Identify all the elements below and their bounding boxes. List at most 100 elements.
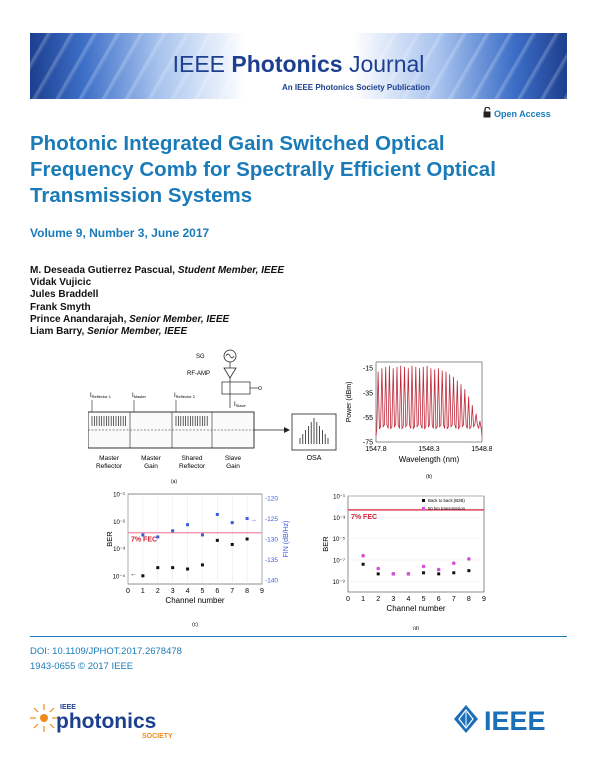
ber-point <box>245 537 249 541</box>
ber-point <box>156 566 160 570</box>
x-tick-label: 1547.8 <box>365 446 387 453</box>
ber-point <box>215 538 219 542</box>
section-label: Gain <box>144 463 158 470</box>
fin-point <box>245 517 249 521</box>
x-tick-label: 6 <box>215 588 219 595</box>
author-item: Vidak Vujicic <box>30 277 92 289</box>
fin-point <box>186 523 190 527</box>
y-tick-label: -15 <box>363 366 373 373</box>
transmission-point <box>421 564 426 569</box>
photonics-society-logo: IEEE photonics SOCIETY <box>30 704 173 740</box>
author-item: Frank Smyth <box>30 301 91 313</box>
section-label: Slave <box>225 455 242 462</box>
svg-text:photonics: photonics <box>56 710 156 733</box>
spectrum-line <box>375 365 483 436</box>
x-tick-label: 9 <box>260 588 264 595</box>
x-tick-label: 8 <box>467 596 471 603</box>
osa-label: OSA <box>307 455 322 462</box>
fin-point <box>215 512 219 516</box>
section-label: Master <box>141 455 162 462</box>
x-tick-label: 6 <box>437 596 441 603</box>
y-tick-label: 10⁻⁴ <box>113 573 126 580</box>
transmission-point <box>467 557 471 561</box>
fec-label: 7% FEC <box>351 514 377 521</box>
figure-b-caption: (b) <box>426 474 432 480</box>
y2-tick-label: -125 <box>265 516 278 523</box>
i-slave-label: ISlave <box>234 402 246 408</box>
x-tick-label: 7 <box>452 596 456 603</box>
ieee-diamond-icon <box>454 705 478 733</box>
figure-d-ber-chart: 10⁻¹ 10⁻³ 10⁻⁵ 10⁻⁷ 10⁻⁹ 7% FEC 0 1 2 3 4 5 6 7 8 9 Chan… <box>321 495 486 631</box>
section-label: Reflector <box>96 463 123 470</box>
y-tick-label: 10⁻⁵ <box>333 536 346 543</box>
x-tick-label: 0 <box>346 596 350 603</box>
b2b-point <box>467 569 471 573</box>
section-label: Shared <box>182 455 203 462</box>
footer-divider <box>30 636 567 637</box>
doi-link[interactable]: DOI: 10.1109/JPHOT.2017.2678478 <box>30 646 182 657</box>
y2-axis-label: FIN (dB/Hz) <box>283 521 290 558</box>
ber-point <box>171 566 175 570</box>
volume-info: Volume 9, Number 3, June 2017 <box>30 226 210 240</box>
fin-point <box>141 533 145 537</box>
author-item: Prince Anandarajah, Senior Member, IEEE <box>30 313 230 325</box>
y-tick-label: -55 <box>363 415 373 422</box>
y-tick-label: 10⁻¹ <box>113 493 125 499</box>
figure-a-schematic: SG RF-AMP IReflector 1 IMaster IReflecto… <box>88 349 337 485</box>
section-label: Reflector <box>179 463 206 470</box>
y-tick-label: 10⁻³ <box>333 516 345 522</box>
ber-point <box>200 563 204 567</box>
y2-tick-label: -120 <box>265 496 278 503</box>
rf-amp-label: RF-AMP <box>187 371 210 377</box>
x-tick-label: 0 <box>126 588 130 595</box>
y-axis-label: Power (dBm) <box>346 382 353 423</box>
x-tick-label: 5 <box>200 588 204 595</box>
x-tick-label: 4 <box>186 588 190 595</box>
b2b-point <box>422 571 426 575</box>
fin-point <box>171 529 175 533</box>
fin-point <box>200 533 204 537</box>
section-label: Gain <box>226 463 240 470</box>
open-access-label[interactable]: Open Access <box>494 109 551 119</box>
y-tick-label: 10⁻³ <box>113 547 125 553</box>
y2-tick-label: -130 <box>265 537 278 544</box>
figure-d-caption: (d) <box>413 626 419 630</box>
x-tick-label: 8 <box>245 588 249 595</box>
transmission-point <box>376 566 381 571</box>
x-tick-label: 1548.3 <box>418 446 440 453</box>
x-tick-label: 3 <box>171 588 175 595</box>
x-tick-label: 5 <box>422 596 426 603</box>
i-master-label: IMaster <box>132 393 147 399</box>
svg-text:SOCIETY: SOCIETY <box>142 733 173 740</box>
starburst-icon <box>30 704 58 732</box>
plot-frame <box>375 361 483 443</box>
fin-point <box>156 535 160 539</box>
figure-c-caption: (c) <box>192 622 198 628</box>
left-axis-arrow: ← <box>130 571 137 578</box>
b2b-point <box>361 562 365 566</box>
author-item: Liam Barry, Senior Member, IEEE <box>30 326 188 338</box>
i-reflector1-label: IReflector 1 <box>90 393 112 399</box>
figure-a-caption: (a) <box>171 479 177 485</box>
journal-banner: IEEE Photonics Journal An IEEE Photonics… <box>30 33 567 99</box>
y2-tick-label: -140 <box>265 577 278 584</box>
x-tick-label: 1 <box>141 588 145 595</box>
x-axis-label: Channel number <box>386 604 445 613</box>
bias-tee-icon <box>221 381 251 395</box>
transmission-point <box>406 572 411 576</box>
x-tick-label: 3 <box>391 596 395 603</box>
right-axis-arrow: → <box>250 517 257 524</box>
y-tick-label: 10⁻⁹ <box>333 579 346 586</box>
journal-subtitle: An IEEE Photonics Society Publication <box>282 83 431 92</box>
b2b-point <box>452 571 456 575</box>
author-item: Jules Braddell <box>30 289 99 301</box>
y-tick-label: 10⁻² <box>113 520 125 526</box>
y2-tick-label: -135 <box>265 557 278 564</box>
y-tick-label: -35 <box>363 390 373 397</box>
issn-copyright: 1943-0655 © 2017 IEEE <box>30 661 134 672</box>
author-list: M. Deseada Gutierrez Pascual, Student Me… <box>30 265 284 338</box>
journal-title-photonics: Photonics <box>231 51 343 77</box>
x-tick-label: 2 <box>156 588 160 595</box>
x-tick-label: 9 <box>482 596 486 603</box>
